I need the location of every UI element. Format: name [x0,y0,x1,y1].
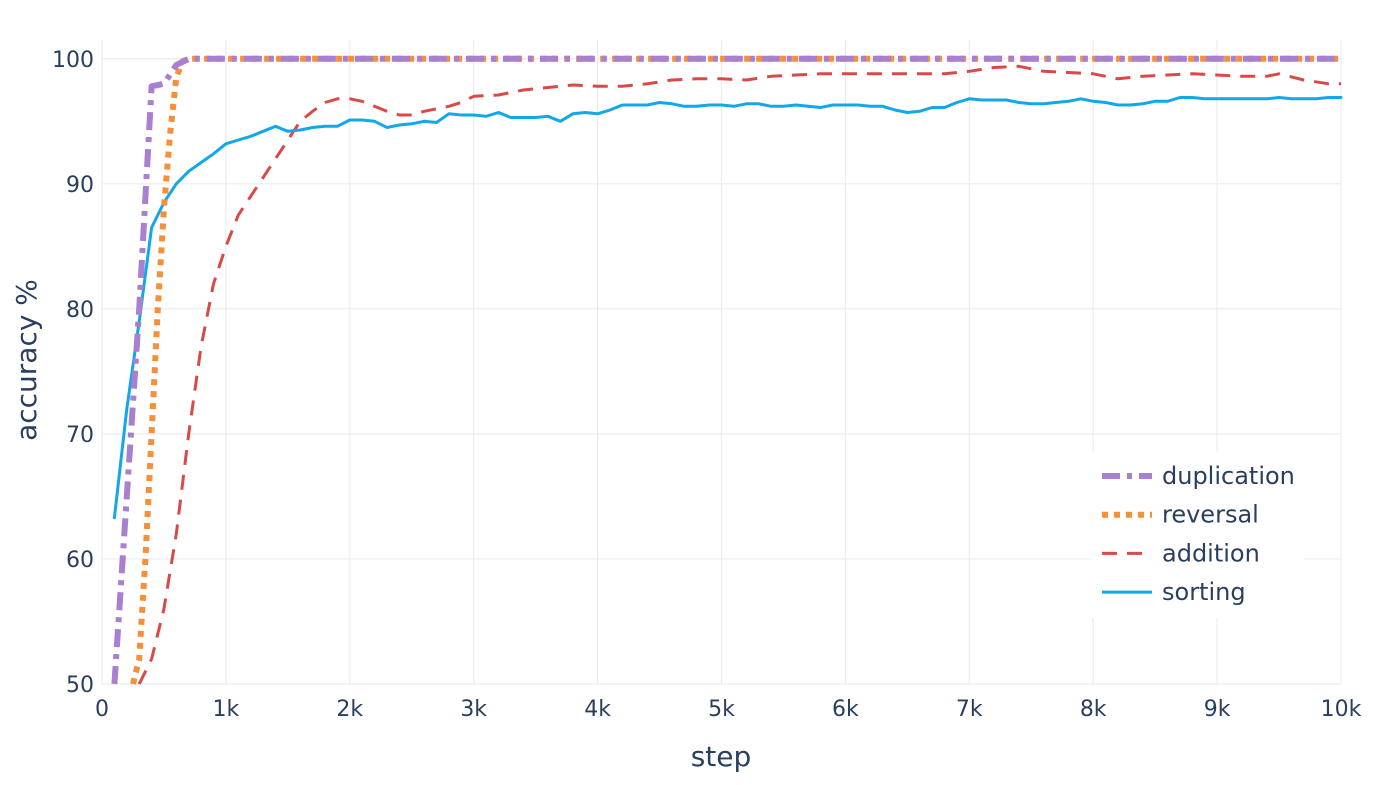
y-tick-label: 90 [66,173,94,198]
y-tick-label: 50 [66,673,94,698]
y-tick-label: 70 [66,423,94,448]
legend-background [1092,452,1304,618]
x-tick-label: 4k [584,697,611,722]
series-lines [111,55,1343,685]
x-tick-label: 6k [832,697,859,722]
x-tick-label: 0 [95,697,109,722]
y-tick-label: 60 [66,548,94,573]
y-tick-label: 100 [52,48,94,73]
x-tick-label: 5k [708,697,735,722]
legend-label-sorting: sorting [1162,578,1246,606]
series-line-duplication [111,55,1341,685]
series-line-addition [137,64,1341,685]
x-axis-title: step [691,740,752,773]
x-tick-label: 1k [213,697,240,722]
x-tick-label: 8k [1080,697,1107,722]
series-line-reversal [130,55,1341,685]
legend-label-reversal: reversal [1162,501,1259,529]
legend-label-addition: addition [1162,539,1260,567]
y-axis-ticks: 50 60 70 80 90 100 [52,48,94,698]
legend-label-duplication: duplication [1162,462,1295,490]
x-tick-label: 9k [1204,697,1231,722]
x-tick-label: 7k [956,697,983,722]
x-axis-ticks: 0 1k 2k 3k 4k 5k 6k 7k 8k 9k 10k [95,697,1362,722]
y-tick-label: 80 [66,298,94,323]
x-tick-label: 2k [336,697,363,722]
legend: duplication reversal addition sorting [1092,452,1304,618]
x-tick-label: 10k [1321,697,1362,722]
series-line-sorting [112,96,1343,520]
y-axis-title: accuracy % [10,279,43,441]
x-tick-label: 3k [460,697,487,722]
